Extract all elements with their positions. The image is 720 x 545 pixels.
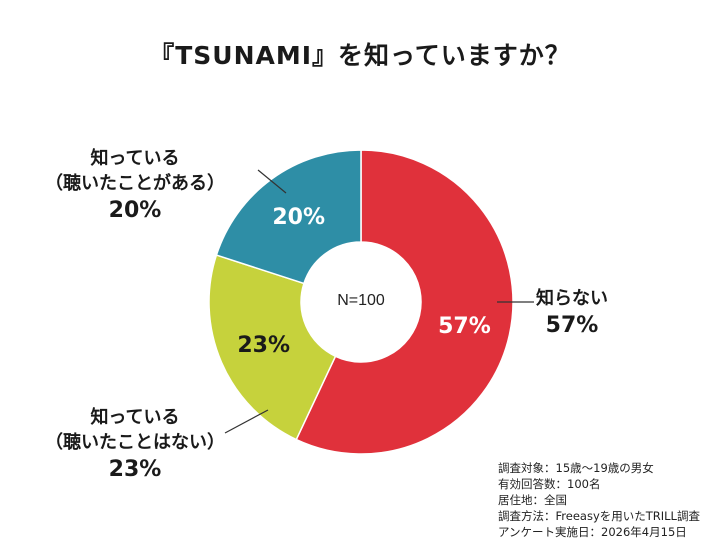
slice-label-heard: 20%	[272, 205, 325, 230]
slice-label-unknown: 57%	[438, 314, 491, 339]
leader-not-heard	[224, 409, 269, 434]
callout-not-heard: 知っている （聴いたことはない） 23%	[30, 405, 240, 485]
callout-unknown-percent: 57%	[545, 313, 599, 338]
slice-heard	[215, 149, 362, 285]
callout-not-heard-label-1: 知っている	[90, 407, 180, 428]
note-line: 調査方法：Freeasyを用いたTRILL調査	[498, 509, 700, 523]
chart-title: 『TSUNAMI』を知っていますか？	[149, 41, 571, 70]
survey-notes: 調査対象：15歳～19歳の男女 有効回答数：100名 居住地：全国 調査方法：F…	[498, 460, 700, 540]
callout-not-heard-percent: 23%	[108, 457, 162, 482]
note-line: 有効回答数：100名	[498, 477, 601, 491]
leader-heard	[257, 169, 287, 194]
note-line: 居住地：全国	[498, 493, 567, 507]
callout-heard-label-1: 知っている	[90, 148, 180, 169]
note-line: アンケート実施日：2026年4月15日	[498, 525, 687, 539]
note-line: 調査対象：15歳～19歳の男女	[498, 461, 654, 475]
callout-heard-label-2: （聴いたことがある）	[45, 173, 225, 194]
callout-unknown: 知らない 57%	[522, 286, 622, 341]
callout-unknown-label: 知らない	[536, 288, 608, 309]
callout-not-heard-label-2: （聴いたことはない）	[45, 432, 225, 453]
slice-unknown	[295, 149, 514, 455]
callout-heard-percent: 20%	[108, 198, 162, 223]
slice-not_heard	[208, 254, 337, 441]
slice-label-not_heard: 23%	[237, 333, 290, 358]
center-label: N=100	[337, 292, 385, 309]
callout-heard: 知っている （聴いたことがある） 20%	[30, 146, 240, 226]
